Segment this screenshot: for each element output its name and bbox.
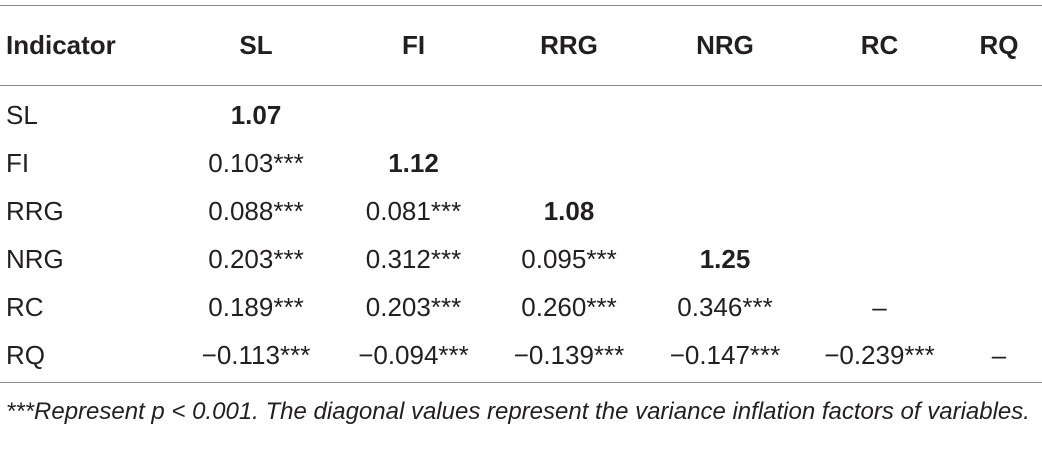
header-rc: RC — [860, 30, 899, 60]
header-indicator: Indicator — [6, 30, 116, 60]
table-cell — [803, 85, 956, 139]
table-row: RQ −0.113*** −0.094*** −0.139*** −0.147*… — [0, 331, 1042, 379]
table-cell — [647, 139, 803, 187]
header-sl: SL — [239, 30, 273, 60]
table-cell: 0.346*** — [677, 291, 773, 322]
table-cell: 0.189*** — [208, 291, 304, 322]
table-cell: 1.12 — [388, 147, 439, 178]
table-cell: 0.095*** — [521, 243, 617, 274]
table-cell: 0.103*** — [208, 147, 304, 178]
table-cell: 0.203*** — [365, 291, 462, 322]
table-cell — [491, 85, 647, 139]
row-label: SL — [6, 99, 38, 130]
table-cell: 0.312*** — [365, 243, 462, 274]
table-header-rule — [0, 85, 1042, 86]
header-nrg: NRG — [696, 30, 754, 60]
header-rrg: RRG — [540, 30, 598, 60]
table-cell: −0.113*** — [201, 339, 311, 370]
table-cell — [336, 85, 491, 139]
table-cell: 0.260*** — [521, 291, 617, 322]
table-cell: −0.239*** — [824, 339, 935, 370]
table-cell: 1.07 — [230, 99, 282, 130]
header-fi: FI — [401, 30, 426, 60]
correlation-table: Indicator SL FI RRG NRG RC RQ SL 1.07 FI — [0, 6, 1042, 379]
table-cell — [956, 139, 1042, 187]
row-label: NRG — [6, 243, 64, 274]
table-cell — [803, 187, 956, 235]
header-rq: RQ — [979, 30, 1019, 60]
table-footnote: ***Represent p < 0.001. The diagonal val… — [6, 398, 1030, 425]
table-cell: −0.147*** — [669, 339, 781, 370]
table-cell: 1.08 — [543, 195, 595, 226]
table-cell: – — [872, 291, 887, 322]
table-row: NRG 0.203*** 0.312*** 0.095*** 1.25 — [0, 235, 1042, 283]
table-cell: 1.25 — [699, 243, 751, 274]
table-cell — [803, 139, 956, 187]
table-top-rule — [0, 5, 1042, 6]
table-cell: – — [991, 339, 1007, 370]
table-bottom-rule — [0, 382, 1042, 383]
table-cell: 0.203*** — [208, 243, 304, 274]
table-row: RC 0.189*** 0.203*** 0.260*** 0.346*** – — [0, 283, 1042, 331]
table-cell: 0.088*** — [208, 195, 304, 226]
row-label: RC — [6, 291, 44, 322]
table-header-row: Indicator SL FI RRG NRG RC RQ — [0, 6, 1042, 85]
table-cell: −0.094*** — [358, 339, 469, 370]
table-row: SL 1.07 — [0, 85, 1042, 139]
table-cell — [647, 85, 803, 139]
table-cell — [956, 85, 1042, 139]
table-row: FI 0.103*** 1.12 — [0, 139, 1042, 187]
table-cell: −0.139*** — [513, 339, 625, 370]
table-cell: 0.081*** — [365, 195, 462, 226]
table-cell — [956, 235, 1042, 283]
row-label: RQ — [6, 339, 45, 370]
table-cell — [956, 187, 1042, 235]
table-cell — [803, 235, 956, 283]
table-cell — [956, 283, 1042, 331]
row-label: FI — [6, 147, 30, 178]
row-label: RRG — [6, 195, 64, 226]
table-row: RRG 0.088*** 0.081*** 1.08 — [0, 187, 1042, 235]
table-cell — [647, 187, 803, 235]
table-cell — [491, 139, 647, 187]
